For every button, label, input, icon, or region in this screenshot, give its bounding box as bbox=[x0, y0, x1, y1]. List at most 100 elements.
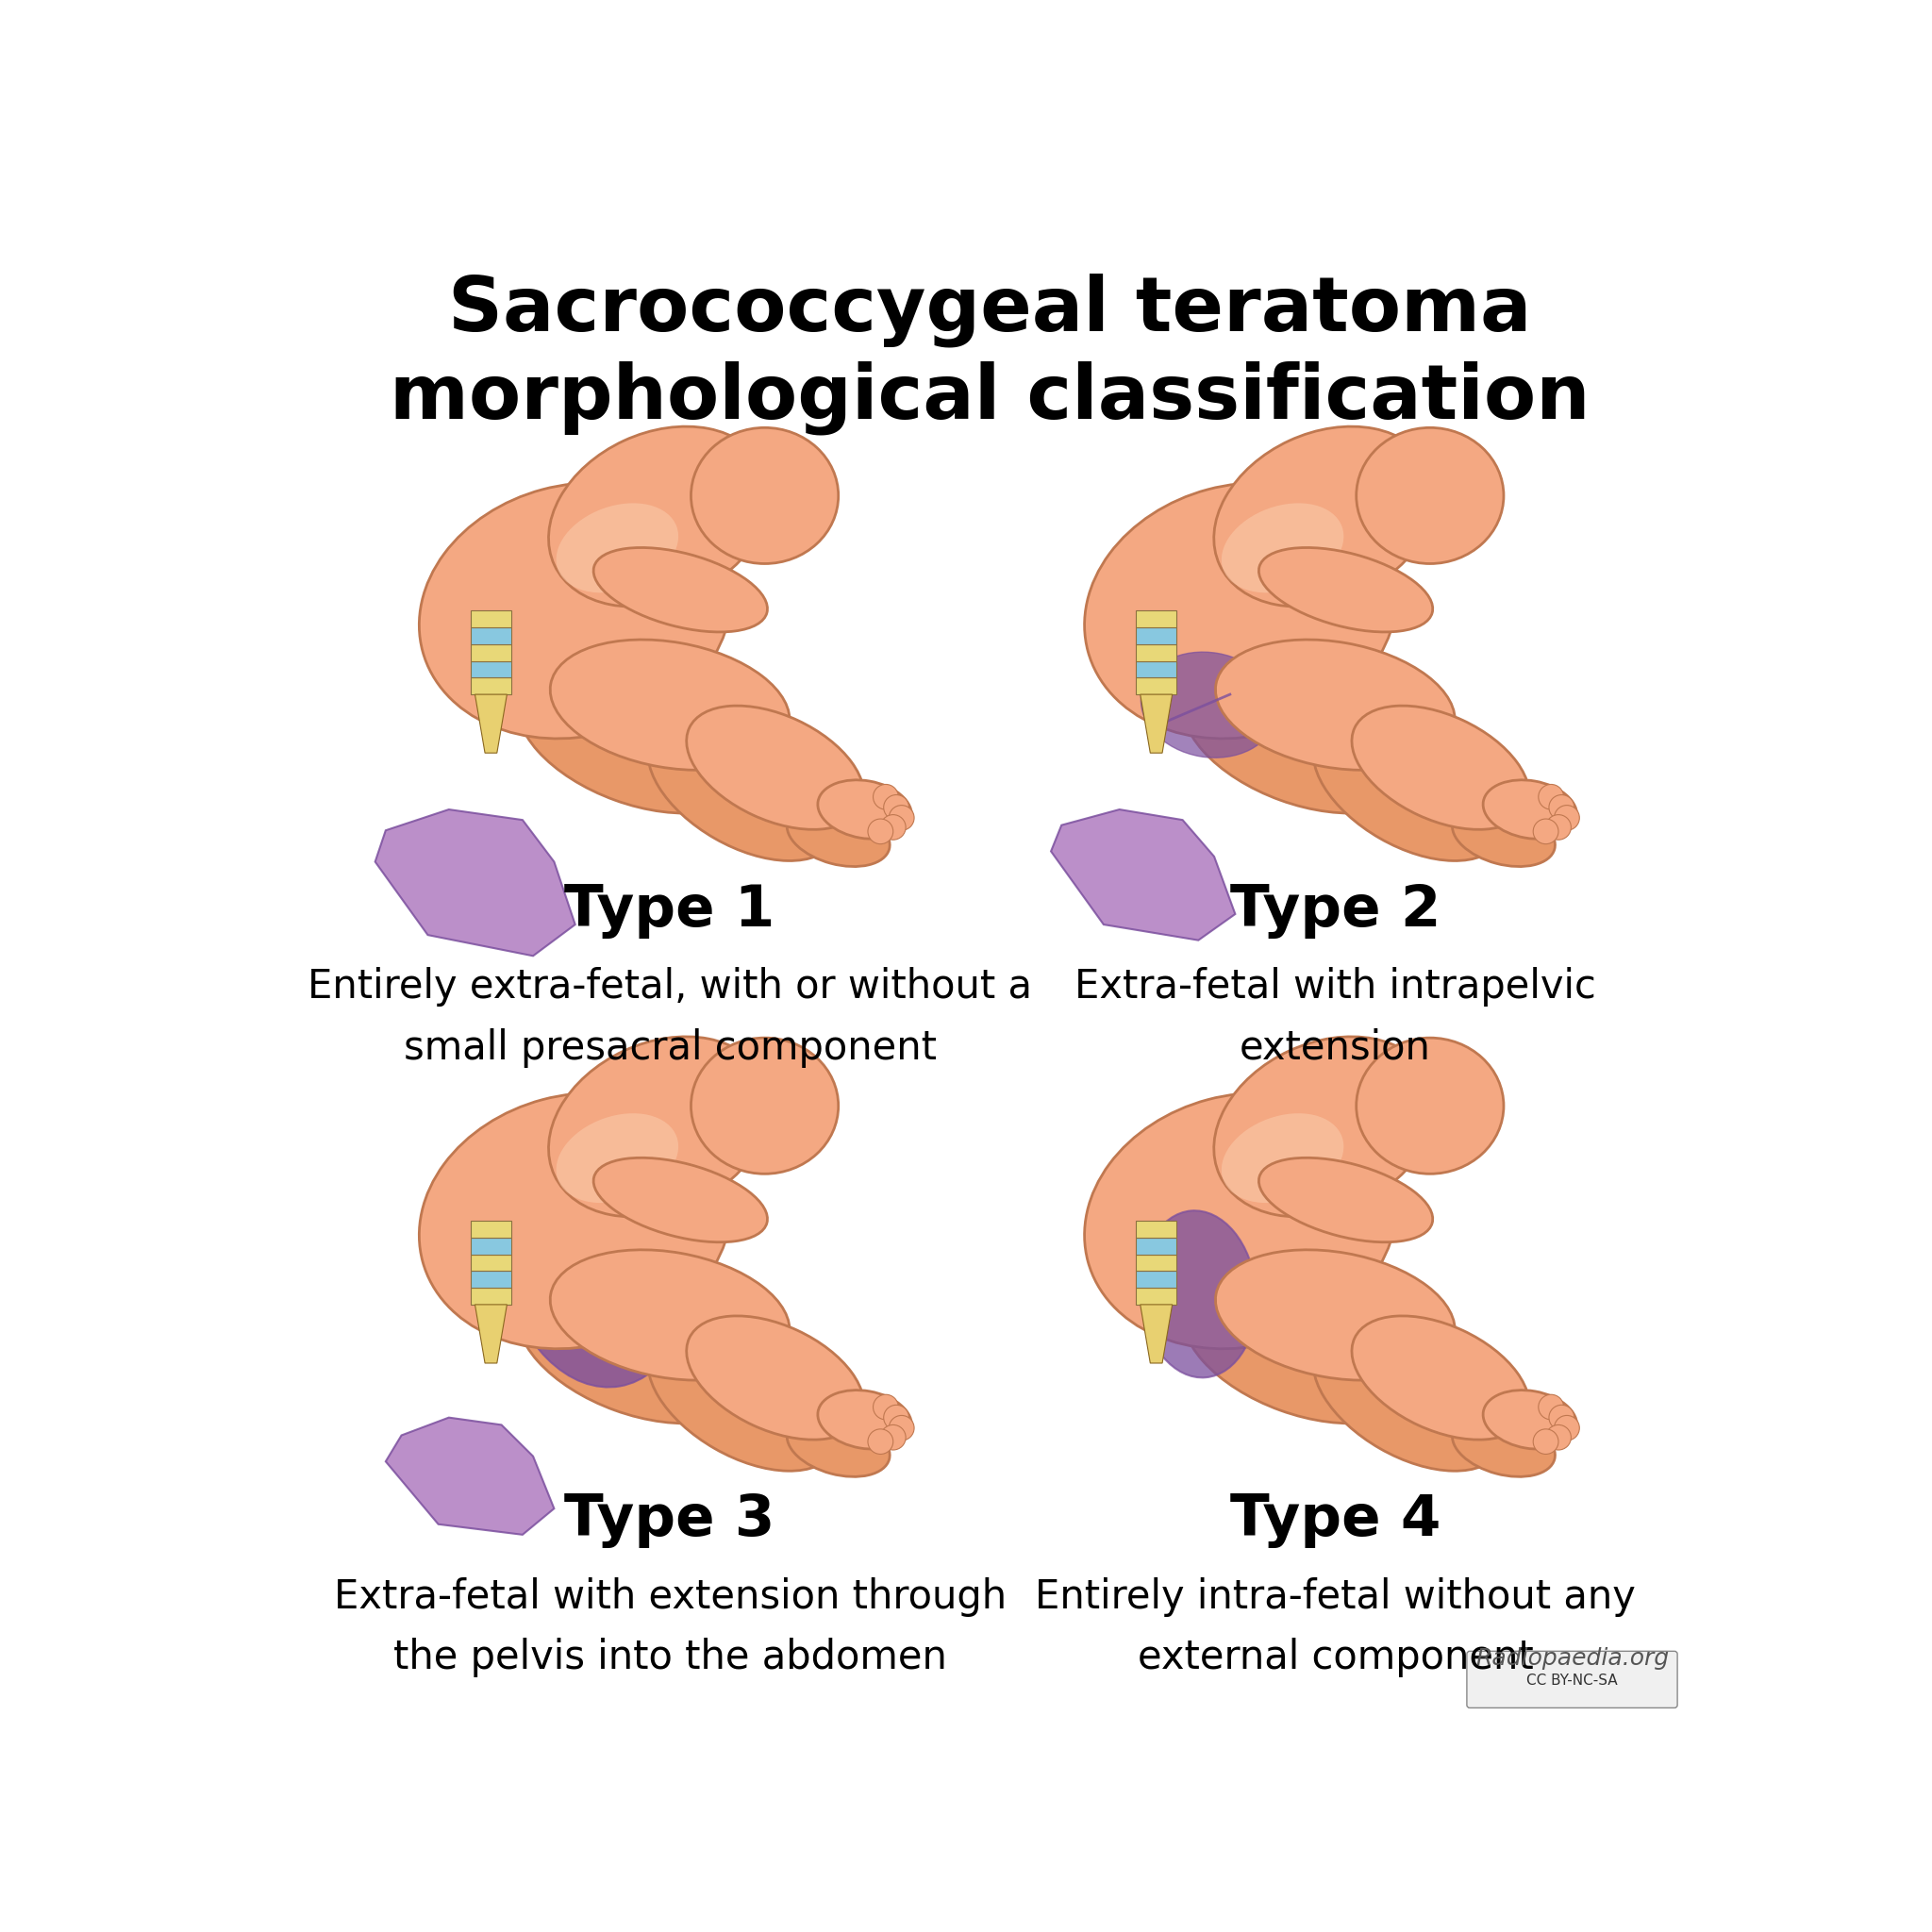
Ellipse shape bbox=[1352, 705, 1530, 829]
Bar bbox=[471, 611, 510, 628]
Bar bbox=[471, 661, 510, 678]
Ellipse shape bbox=[692, 427, 838, 564]
Ellipse shape bbox=[1260, 547, 1434, 632]
Ellipse shape bbox=[1356, 1037, 1503, 1175]
Bar bbox=[471, 1289, 510, 1304]
Circle shape bbox=[883, 1405, 908, 1430]
Circle shape bbox=[881, 815, 906, 840]
Bar bbox=[1136, 611, 1177, 628]
Bar bbox=[471, 1221, 510, 1238]
Ellipse shape bbox=[549, 1037, 771, 1217]
Text: Extra-fetal with extension through: Extra-fetal with extension through bbox=[334, 1577, 1007, 1617]
Ellipse shape bbox=[1084, 483, 1397, 738]
Ellipse shape bbox=[1356, 427, 1503, 564]
Ellipse shape bbox=[518, 1269, 759, 1424]
Ellipse shape bbox=[1453, 1414, 1555, 1476]
Ellipse shape bbox=[1352, 1316, 1530, 1439]
Ellipse shape bbox=[1215, 1250, 1455, 1379]
Bar bbox=[471, 628, 510, 643]
Ellipse shape bbox=[817, 1391, 912, 1449]
Bar bbox=[471, 678, 510, 694]
Ellipse shape bbox=[419, 1094, 730, 1349]
Circle shape bbox=[1549, 794, 1575, 819]
Ellipse shape bbox=[786, 806, 891, 867]
Ellipse shape bbox=[500, 1117, 692, 1387]
Ellipse shape bbox=[1140, 1211, 1256, 1378]
Bar bbox=[471, 1238, 510, 1254]
Text: external component: external component bbox=[1138, 1638, 1534, 1677]
Ellipse shape bbox=[686, 705, 864, 829]
Bar bbox=[1136, 661, 1177, 678]
Bar bbox=[1136, 643, 1177, 661]
Bar bbox=[471, 1254, 510, 1271]
Text: Type 3: Type 3 bbox=[564, 1493, 775, 1549]
Polygon shape bbox=[475, 694, 506, 753]
Bar bbox=[1136, 1238, 1177, 1254]
Ellipse shape bbox=[1215, 639, 1455, 771]
Text: Radiopaedia.org: Radiopaedia.org bbox=[1476, 1648, 1669, 1669]
Ellipse shape bbox=[549, 427, 771, 607]
Text: Sacrococcygeal teratoma: Sacrococcygeal teratoma bbox=[448, 272, 1532, 348]
Ellipse shape bbox=[1314, 717, 1505, 862]
Bar bbox=[1136, 1271, 1177, 1289]
Ellipse shape bbox=[518, 659, 759, 813]
Text: Type 2: Type 2 bbox=[1231, 883, 1441, 939]
Circle shape bbox=[883, 794, 908, 819]
Circle shape bbox=[873, 784, 898, 810]
Ellipse shape bbox=[1084, 1094, 1397, 1349]
Text: morphological classification: morphological classification bbox=[390, 361, 1590, 435]
Bar bbox=[1136, 678, 1177, 694]
Circle shape bbox=[1549, 1405, 1575, 1430]
Ellipse shape bbox=[647, 717, 838, 862]
Ellipse shape bbox=[1221, 1113, 1343, 1204]
Polygon shape bbox=[1140, 1304, 1173, 1364]
Polygon shape bbox=[375, 810, 576, 956]
Bar bbox=[1136, 628, 1177, 643]
Text: small presacral component: small presacral component bbox=[404, 1028, 937, 1068]
Polygon shape bbox=[1140, 694, 1173, 753]
Polygon shape bbox=[1051, 810, 1235, 941]
Circle shape bbox=[867, 1430, 893, 1455]
Text: Type 4: Type 4 bbox=[1231, 1493, 1441, 1549]
Ellipse shape bbox=[1182, 659, 1424, 813]
Text: Type 1: Type 1 bbox=[564, 883, 775, 939]
Circle shape bbox=[1553, 806, 1580, 831]
Circle shape bbox=[889, 1416, 914, 1441]
Ellipse shape bbox=[556, 502, 678, 593]
Bar bbox=[1136, 1221, 1177, 1238]
Bar bbox=[471, 643, 510, 661]
Ellipse shape bbox=[647, 1327, 838, 1470]
Ellipse shape bbox=[1314, 1327, 1505, 1470]
Ellipse shape bbox=[1453, 806, 1555, 867]
Circle shape bbox=[1534, 819, 1559, 844]
Circle shape bbox=[873, 1395, 898, 1420]
Ellipse shape bbox=[593, 547, 767, 632]
Text: extension: extension bbox=[1240, 1028, 1432, 1068]
Polygon shape bbox=[386, 1418, 554, 1534]
Ellipse shape bbox=[593, 1157, 767, 1242]
Circle shape bbox=[881, 1426, 906, 1449]
Circle shape bbox=[867, 819, 893, 844]
Circle shape bbox=[1534, 1430, 1559, 1455]
Circle shape bbox=[1553, 1416, 1580, 1441]
Polygon shape bbox=[475, 1304, 506, 1364]
Ellipse shape bbox=[1182, 1269, 1424, 1424]
Text: the pelvis into the abdomen: the pelvis into the abdomen bbox=[392, 1638, 947, 1677]
Ellipse shape bbox=[1221, 502, 1343, 593]
Ellipse shape bbox=[1213, 1037, 1435, 1217]
Ellipse shape bbox=[786, 1414, 891, 1476]
Ellipse shape bbox=[1213, 427, 1435, 607]
Text: Entirely intra-fetal without any: Entirely intra-fetal without any bbox=[1036, 1577, 1636, 1617]
Text: Entirely extra-fetal, with or without a: Entirely extra-fetal, with or without a bbox=[307, 966, 1032, 1007]
Bar bbox=[471, 1271, 510, 1289]
Ellipse shape bbox=[419, 483, 730, 738]
Circle shape bbox=[889, 806, 914, 831]
Ellipse shape bbox=[1484, 1391, 1577, 1449]
Text: CC BY-NC-SA: CC BY-NC-SA bbox=[1526, 1673, 1617, 1687]
Circle shape bbox=[1538, 784, 1563, 810]
Ellipse shape bbox=[692, 1037, 838, 1175]
Ellipse shape bbox=[551, 1250, 790, 1379]
Circle shape bbox=[1546, 1426, 1571, 1449]
Ellipse shape bbox=[551, 639, 790, 771]
Ellipse shape bbox=[556, 1113, 678, 1204]
